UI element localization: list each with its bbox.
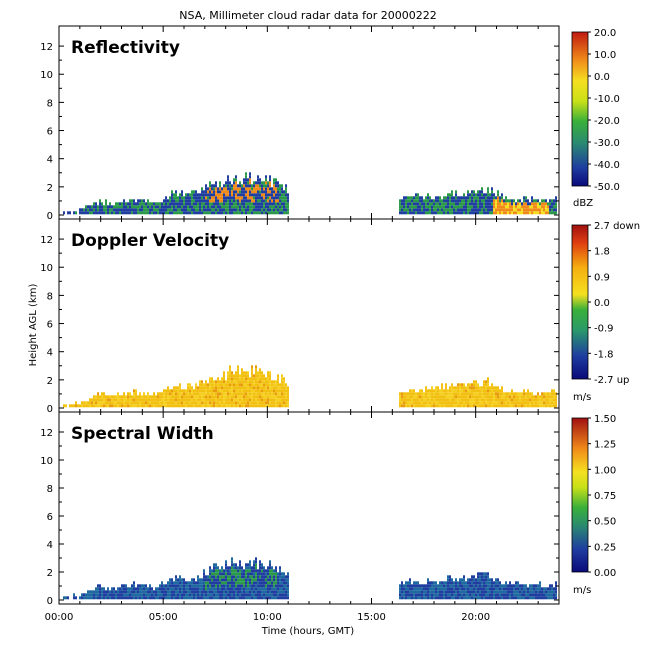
colorbar-label: 1.00	[594, 465, 616, 476]
colorbar-label: 1.8	[594, 247, 610, 258]
x-tick-label: 20:00	[461, 612, 490, 623]
y-tick-label: 8	[47, 291, 53, 302]
y-axis-label: Height AGL (km)	[28, 284, 39, 367]
colorbar-label: 2.7 down	[594, 221, 640, 232]
panel-spectral-width: 0 2 4 6 8 10 12 Spectral Width 1.50 1.25 1.00 0.75 0…	[40, 411, 616, 607]
colorbar-unit: m/s	[573, 392, 591, 403]
y-tick-label: 4	[47, 540, 53, 551]
y-tick-label: 12	[40, 42, 53, 53]
y-tick-label: 8	[47, 98, 53, 109]
panel-doppler-velocity: 0 2 4 6 8 10 12 Doppler Velocity 2.7 down 1.8 0.9 0…	[40, 218, 640, 415]
colorbar-label: 20.0	[594, 28, 616, 39]
y-tick-label: 8	[47, 484, 53, 495]
colorbar-label: -50.0	[594, 182, 620, 193]
colorbar-label: 0.50	[594, 517, 616, 528]
colorbar-label: -20.0	[594, 116, 620, 127]
colorbar-label: -2.7 up	[594, 375, 629, 386]
colorbar-label: 1.25	[594, 440, 616, 451]
colorbar-unit: m/s	[573, 585, 591, 596]
radar-echo	[63, 172, 557, 215]
y-tick-label: 2	[47, 568, 53, 579]
x-tick-labels: 00:00 05:00 10:00 15:00 20:00	[45, 612, 490, 623]
x-tick-label: 00:00	[45, 612, 74, 623]
colorbar-label: 10.0	[594, 50, 616, 61]
y-tick-label: 2	[47, 376, 53, 387]
chart-title: NSA, Millimeter cloud radar data for 200…	[179, 9, 436, 22]
colorbar-label: 0.25	[594, 542, 616, 553]
y-tick-label: 10	[40, 70, 53, 81]
y-tick-label: 0	[47, 211, 53, 222]
colorbar-label: 0.00	[594, 568, 616, 579]
panel-title: Doppler Velocity	[71, 231, 229, 251]
radar-echo	[63, 365, 557, 408]
colorbar	[571, 224, 589, 380]
colorbar-label: -30.0	[594, 138, 620, 149]
x-axis-label: Time (hours, GMT)	[261, 626, 355, 637]
panel-reflectivity: 0 2 4 6 8 10 12 Reflectivity 20.0 10.0 0.0 -10.0 -20…	[40, 25, 620, 222]
panel-title: Spectral Width	[71, 424, 214, 444]
x-tick-label: 05:00	[149, 612, 178, 623]
plot-frame	[58, 25, 560, 220]
x-tick-label: 15:00	[357, 612, 386, 623]
colorbar	[571, 31, 589, 187]
colorbar-label: 0.0	[594, 298, 610, 309]
colorbar-label: 0.0	[594, 72, 610, 83]
y-tick-label: 0	[47, 404, 53, 415]
colorbar-label: -40.0	[594, 160, 620, 171]
colorbar-label: 0.75	[594, 491, 616, 502]
colorbar	[571, 417, 589, 573]
y-tick-label: 6	[47, 512, 53, 523]
radar-echo	[63, 557, 557, 600]
colorbar-label: 0.9	[594, 272, 610, 283]
plot-frame	[58, 218, 560, 413]
colorbar-label: -10.0	[594, 94, 620, 105]
y-tick-label: 12	[40, 235, 53, 246]
y-tick-label: 4	[47, 348, 53, 359]
y-tick-label: 6	[47, 320, 53, 331]
y-tick-label: 2	[47, 183, 53, 194]
panel-title: Reflectivity	[71, 38, 180, 58]
y-tick-label: 10	[40, 456, 53, 467]
y-tick-label: 10	[40, 263, 53, 274]
colorbar-label: -0.9	[594, 324, 614, 335]
y-tick-label: 4	[47, 155, 53, 166]
colorbar-label: 1.50	[594, 414, 616, 425]
x-tick-label: 10:00	[253, 612, 282, 623]
colorbar-label: -1.8	[594, 349, 614, 360]
y-tick-label: 0	[47, 596, 53, 607]
y-tick-label: 12	[40, 428, 53, 439]
colorbar-unit: dBZ	[573, 198, 593, 209]
y-tick-label: 6	[47, 127, 53, 138]
